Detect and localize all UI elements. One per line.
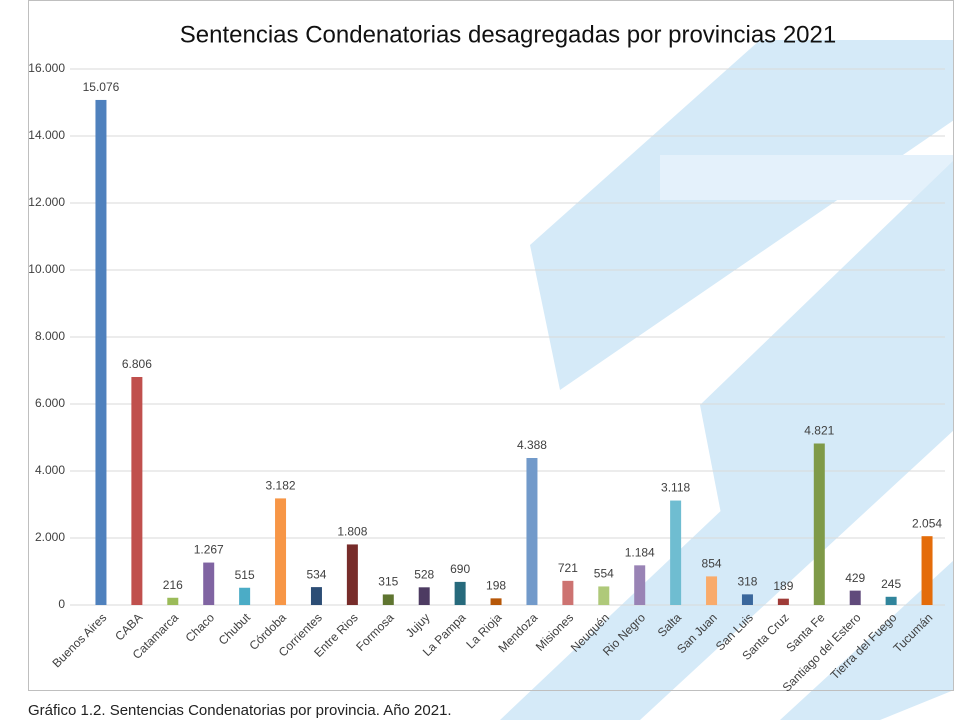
value-label: 721	[558, 561, 578, 575]
value-label: 690	[450, 562, 470, 576]
bar	[203, 562, 215, 605]
bar	[562, 580, 574, 605]
value-label: 216	[163, 578, 183, 592]
value-label: 245	[881, 577, 901, 591]
bar	[346, 544, 358, 605]
bar	[777, 598, 789, 605]
bar	[275, 498, 287, 605]
value-label: 1.267	[194, 543, 224, 557]
y-tick-label: 0	[58, 597, 65, 611]
bar	[598, 586, 610, 605]
y-tick-label: 12.000	[28, 195, 65, 209]
y-tick-label: 6.000	[35, 396, 65, 410]
value-label: 315	[378, 575, 398, 589]
watermark	[500, 40, 954, 720]
value-label: 1.808	[337, 525, 367, 539]
bar	[706, 576, 718, 605]
value-label: 515	[235, 568, 255, 582]
bar	[382, 594, 394, 605]
value-label: 854	[702, 557, 722, 571]
value-label: 1.184	[625, 546, 655, 560]
value-label: 198	[486, 579, 506, 593]
value-label: 554	[594, 567, 614, 581]
y-tick-label: 2.000	[35, 530, 65, 544]
value-label: 189	[773, 579, 793, 593]
bar	[239, 587, 251, 605]
value-label: 2.054	[912, 516, 942, 530]
bar	[167, 597, 179, 605]
bar	[813, 443, 825, 605]
value-label: 4.821	[804, 424, 834, 438]
x-tick-label: Formosa	[353, 610, 397, 654]
value-label: 534	[306, 567, 326, 581]
bar	[526, 458, 538, 605]
x-tick-label: CABA	[112, 610, 145, 643]
bar	[670, 500, 682, 605]
value-label: 429	[845, 571, 865, 585]
y-tick-label: 14.000	[28, 128, 65, 142]
value-label: 3.118	[661, 481, 690, 495]
bar	[490, 598, 502, 605]
bar	[921, 536, 933, 605]
y-tick-label: 8.000	[35, 329, 65, 343]
bar	[418, 587, 430, 605]
y-tick-label: 4.000	[35, 463, 65, 477]
bar	[454, 581, 466, 605]
x-tick-label: Buenos Aires	[49, 610, 109, 670]
x-tick-label: Chaco	[183, 610, 218, 645]
value-label: 3.182	[266, 479, 296, 493]
bar	[885, 596, 897, 605]
y-tick-label: 16.000	[28, 61, 65, 75]
x-tick-label: Mendoza	[496, 610, 541, 655]
bar	[741, 594, 753, 605]
value-label: 528	[414, 567, 434, 581]
value-label: 6.806	[122, 357, 152, 371]
x-tick-label: Jujuy	[403, 610, 433, 640]
bar	[310, 587, 322, 605]
value-label: 4.388	[517, 438, 547, 452]
value-label: 15.076	[83, 80, 120, 94]
bar	[131, 376, 143, 605]
y-tick-label: 10.000	[28, 262, 65, 276]
bar	[849, 590, 861, 605]
value-label: 318	[737, 575, 757, 589]
bar	[95, 99, 107, 605]
caption: Gráfico 1.2. Sentencias Condenatorias po…	[28, 702, 452, 719]
chart-title: Sentencias Condenatorias desagregadas po…	[180, 21, 836, 48]
bar	[634, 565, 646, 605]
